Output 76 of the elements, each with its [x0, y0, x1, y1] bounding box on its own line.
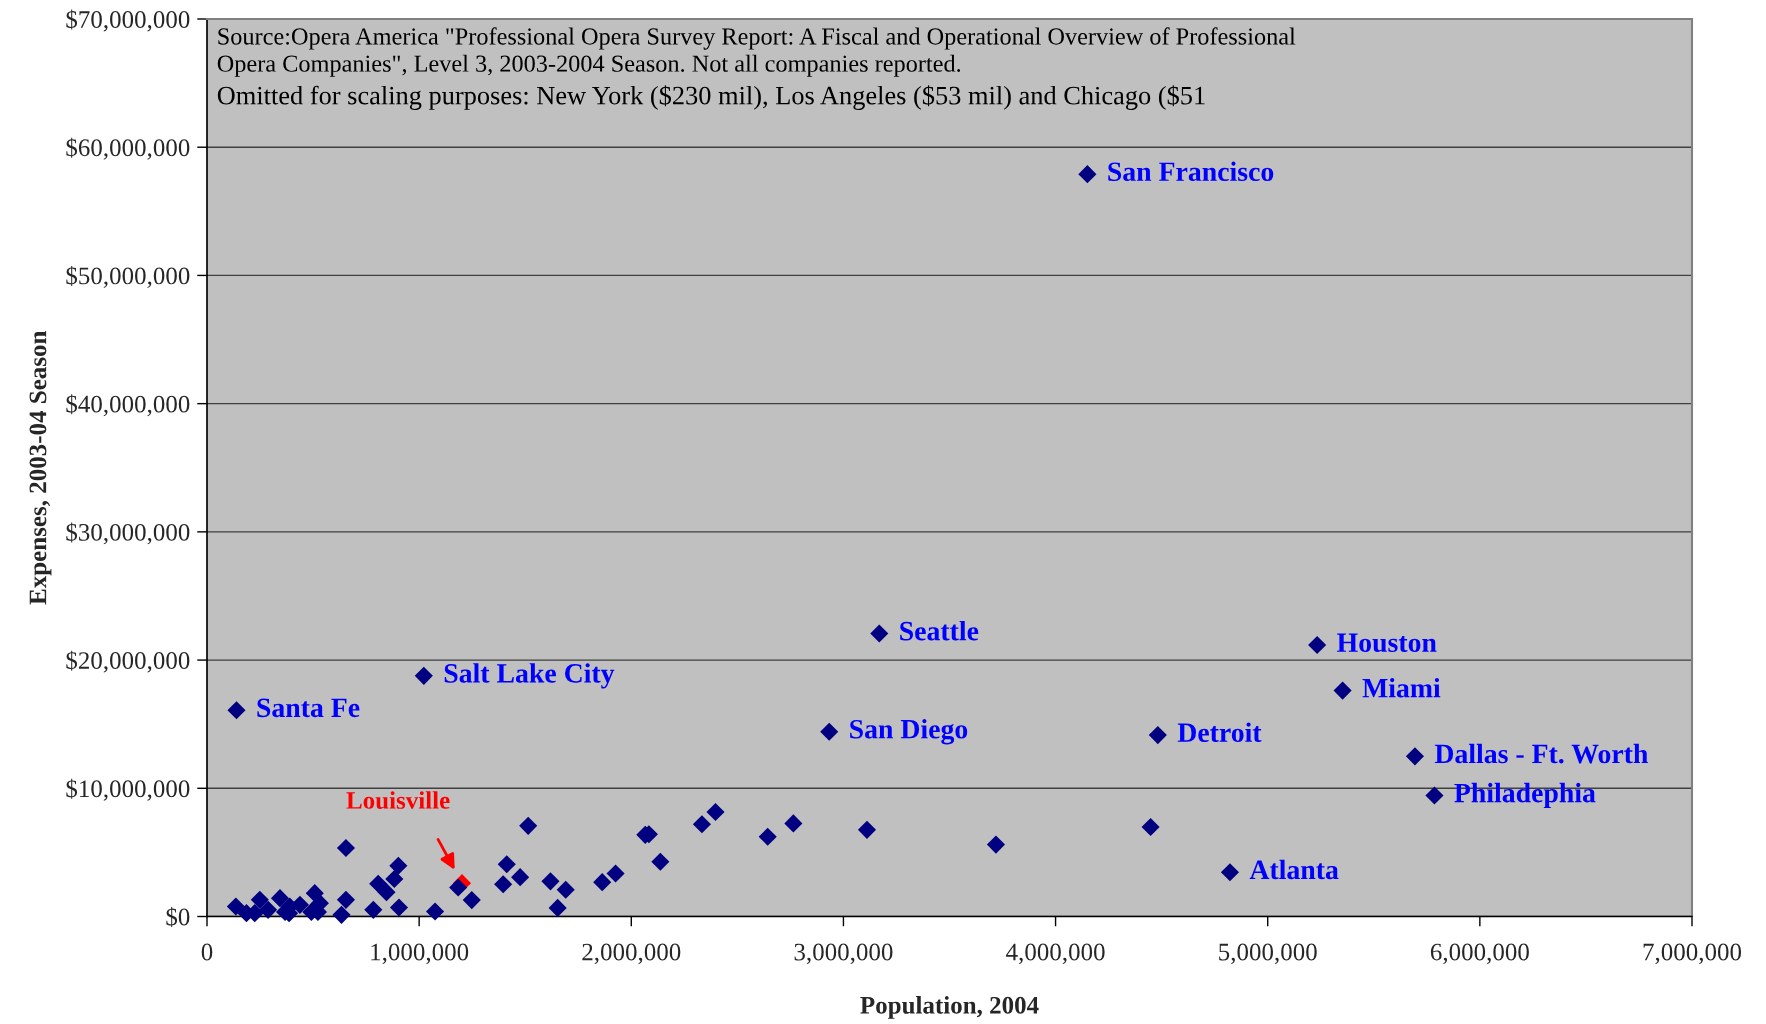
point: [336, 890, 356, 909]
point: [784, 814, 803, 833]
point: [1425, 786, 1444, 805]
point: [986, 835, 1006, 854]
y-tick-label: $50,000,000: [66, 266, 190, 288]
y-tick-label: $30,000,000: [66, 522, 190, 545]
annotation: Seattle: [900, 620, 979, 641]
point: [706, 802, 725, 822]
annotation: Detroit: [1177, 722, 1262, 743]
x-tick-label: 4,000,000: [1006, 943, 1105, 965]
point: [1078, 165, 1097, 184]
annotation: Miami: [1362, 677, 1441, 698]
point: [462, 891, 481, 910]
point: [426, 902, 445, 921]
point: [270, 889, 290, 908]
x-tick-label: 1,000,000: [371, 943, 469, 965]
annotation: San Francisco: [1108, 161, 1274, 182]
x-axis-title: Population, 2004: [860, 996, 1039, 1019]
point: [1308, 636, 1327, 655]
point: [556, 880, 575, 899]
annotation: Houston: [1337, 633, 1437, 653]
x-tick-label: 6,000,000: [1430, 943, 1529, 965]
point: [336, 838, 356, 858]
point: [511, 868, 530, 887]
point: [758, 827, 777, 846]
point: [1405, 747, 1424, 766]
annotation: Philadephia: [1454, 782, 1596, 809]
point: [227, 701, 246, 720]
text: Louisville: [346, 791, 450, 809]
annotation: Source:Opera America "Professional Opera Survey Report: A Fiscal and Operational Overview of Professional Opera Companies", Level 3, 2003-2004 Season. Not all companies reported.: [217, 27, 1296, 77]
point: [226, 897, 245, 916]
y-tick-label: $70,000,000: [66, 9, 190, 32]
annotation: San Diego: [850, 719, 968, 745]
point: [541, 872, 560, 891]
point: [332, 905, 351, 924]
point: [593, 873, 612, 892]
point: [548, 898, 567, 917]
x-tick-label: 2,000,000: [582, 943, 681, 965]
annotation: Santa Fe: [257, 698, 360, 718]
y-tick-label: $20,000,000: [66, 650, 190, 673]
y-axis-title: Expenses, 2003-04 Season: [29, 330, 52, 605]
point: [820, 722, 839, 741]
point: [870, 624, 889, 643]
point: [414, 666, 433, 685]
point: [369, 874, 388, 893]
annotation: Dallas - Ft. Worth: [1434, 743, 1648, 764]
y-tick-label: $60,000,000: [66, 137, 190, 160]
x-tick-label: 7,000,000: [1643, 943, 1742, 965]
point: [1141, 817, 1160, 837]
point: [364, 900, 383, 919]
x-tick-label: 5,000,000: [1219, 943, 1317, 965]
point: [250, 890, 269, 909]
point: [494, 875, 513, 894]
y-tick-label: $40,000,000: [66, 394, 190, 417]
point: [1220, 863, 1240, 882]
point: [1333, 681, 1352, 700]
point: [385, 870, 404, 889]
annotation: Atlanta: [1249, 859, 1339, 880]
point: [389, 898, 409, 917]
point: [857, 820, 877, 839]
x-tick-label: 0: [201, 943, 213, 961]
annotation: Omitted for scaling purposes: New York ($230 mil), Los Angeles ($53 mil) and Chicago ($51: [217, 85, 1205, 110]
point: [389, 856, 408, 875]
y-tick-label: $0: [166, 907, 190, 928]
y-tick-label: $10,000,000: [66, 778, 190, 801]
point: [692, 815, 711, 834]
point: [606, 864, 625, 883]
annotation: Salt Lake City: [444, 663, 615, 689]
point: [497, 855, 516, 874]
point: [519, 816, 538, 835]
point: [1148, 726, 1167, 745]
x-tick-label: 3,000,000: [794, 943, 893, 965]
point: [651, 852, 670, 871]
point: [377, 883, 396, 902]
point: [259, 900, 278, 919]
point: [449, 878, 468, 897]
